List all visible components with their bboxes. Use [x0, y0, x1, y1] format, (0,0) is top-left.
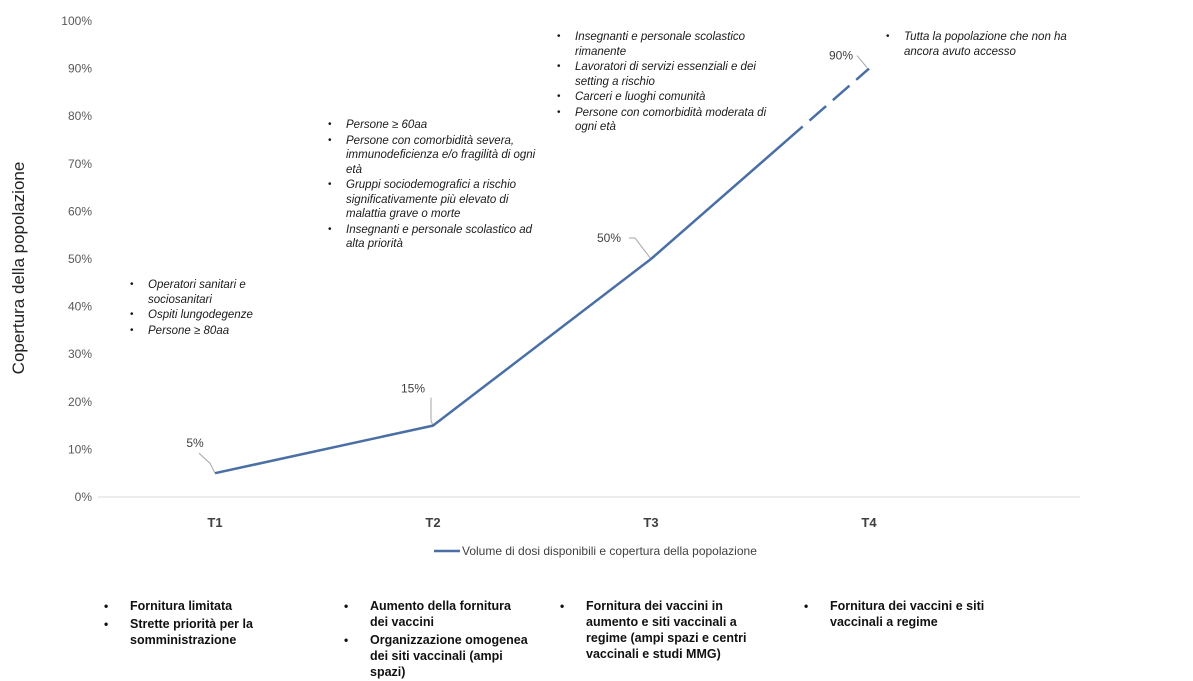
y-tick-label: 80% [68, 109, 92, 123]
y-tick-label: 60% [68, 204, 92, 218]
y-axis-ticks: 0% 10% 20% 30% 40% 50% 60% 70% 80% 90% 100% [61, 14, 92, 504]
supply-item: Aumento della fornitura dei vaccini [338, 598, 528, 630]
x-tick-label: T3 [643, 515, 658, 530]
y-tick-label: 30% [68, 347, 92, 361]
leader-line [198, 452, 216, 474]
data-label: 15% [401, 382, 425, 396]
y-axis-label: Copertura della popolazione [9, 162, 28, 375]
annotation-item: Gruppi sociodemografici a rischio signif… [326, 178, 536, 222]
legend: Volume di dosi disponibili e copertura d… [434, 544, 757, 558]
data-labels: 5% 15% 50% 90% [186, 49, 853, 451]
supply-t2: Aumento della fornitura dei vaccini Orga… [338, 598, 528, 681]
annotation-item: Insegnanti e personale scolastico rimane… [555, 30, 777, 59]
annotation-t1: Operatori sanitari e sociosanitari Ospit… [128, 278, 303, 339]
annotation-item: Operatori sanitari e sociosanitari [128, 278, 303, 307]
leader-line [856, 55, 868, 68]
supply-item: Fornitura dei vaccini in aumento e siti … [554, 598, 772, 662]
supply-item: Strette priorità per la somministrazione [98, 616, 308, 648]
y-tick-label: 100% [61, 14, 92, 28]
data-label: 50% [597, 231, 621, 245]
annotation-item: Carceri e luoghi comunità [555, 90, 777, 105]
data-label: 5% [186, 436, 204, 450]
annotation-item: Persone ≥ 80aa [128, 324, 303, 339]
y-tick-label: 10% [68, 442, 92, 456]
supply-t1: Fornitura limitata Strette priorità per … [98, 598, 308, 650]
y-tick-label: 20% [68, 395, 92, 409]
leader-line [430, 397, 434, 426]
series-line-segment [650, 140, 787, 260]
series-line [214, 67, 870, 475]
supply-item: Fornitura dei vaccini e siti vaccinali a… [798, 598, 993, 630]
annotation-t2: Persone ≥ 60aa Persone con comorbidità s… [326, 118, 536, 253]
x-axis-ticks: T1 T2 T3 T4 [207, 515, 877, 530]
y-tick-label: 70% [68, 157, 92, 171]
annotation-item: Persone con comorbidità severa, immunode… [326, 134, 536, 178]
supply-t4: Fornitura dei vaccini e siti vaccinali a… [798, 598, 993, 632]
x-tick-label: T4 [861, 515, 877, 530]
supply-item: Fornitura limitata [98, 598, 308, 614]
series-line-solid [214, 258, 652, 475]
annotation-item: Lavoratori di servizi essenziali e dei s… [555, 60, 777, 89]
annotation-item: Ospiti lungodegenze [128, 308, 303, 323]
leader-line [629, 237, 652, 260]
legend-label: Volume di dosi disponibili e copertura d… [462, 544, 757, 558]
y-tick-label: 40% [68, 300, 92, 314]
series-line-dashed [785, 67, 870, 142]
data-label: 90% [829, 49, 853, 63]
y-tick-label: 90% [68, 62, 92, 76]
y-tick-label: 50% [68, 252, 92, 266]
x-tick-label: T1 [207, 515, 222, 530]
supply-item: Organizzazione omogenea dei siti vaccina… [338, 632, 528, 680]
annotation-item: Persone ≥ 60aa [326, 118, 536, 133]
supply-t3: Fornitura dei vaccini in aumento e siti … [554, 598, 772, 664]
x-tick-label: T2 [425, 515, 440, 530]
annotation-item: Persone con comorbidità moderata di ogni… [555, 106, 777, 135]
annotation-t3: Insegnanti e personale scolastico rimane… [555, 30, 777, 136]
annotation-item: Tutta la popolazione che non ha ancora a… [884, 30, 1074, 59]
annotation-t4: Tutta la popolazione che non ha ancora a… [884, 30, 1074, 60]
annotation-item: Insegnanti e personale scolastico ad alt… [326, 223, 536, 252]
y-tick-label: 0% [75, 490, 93, 504]
data-label-leaders [198, 55, 868, 474]
